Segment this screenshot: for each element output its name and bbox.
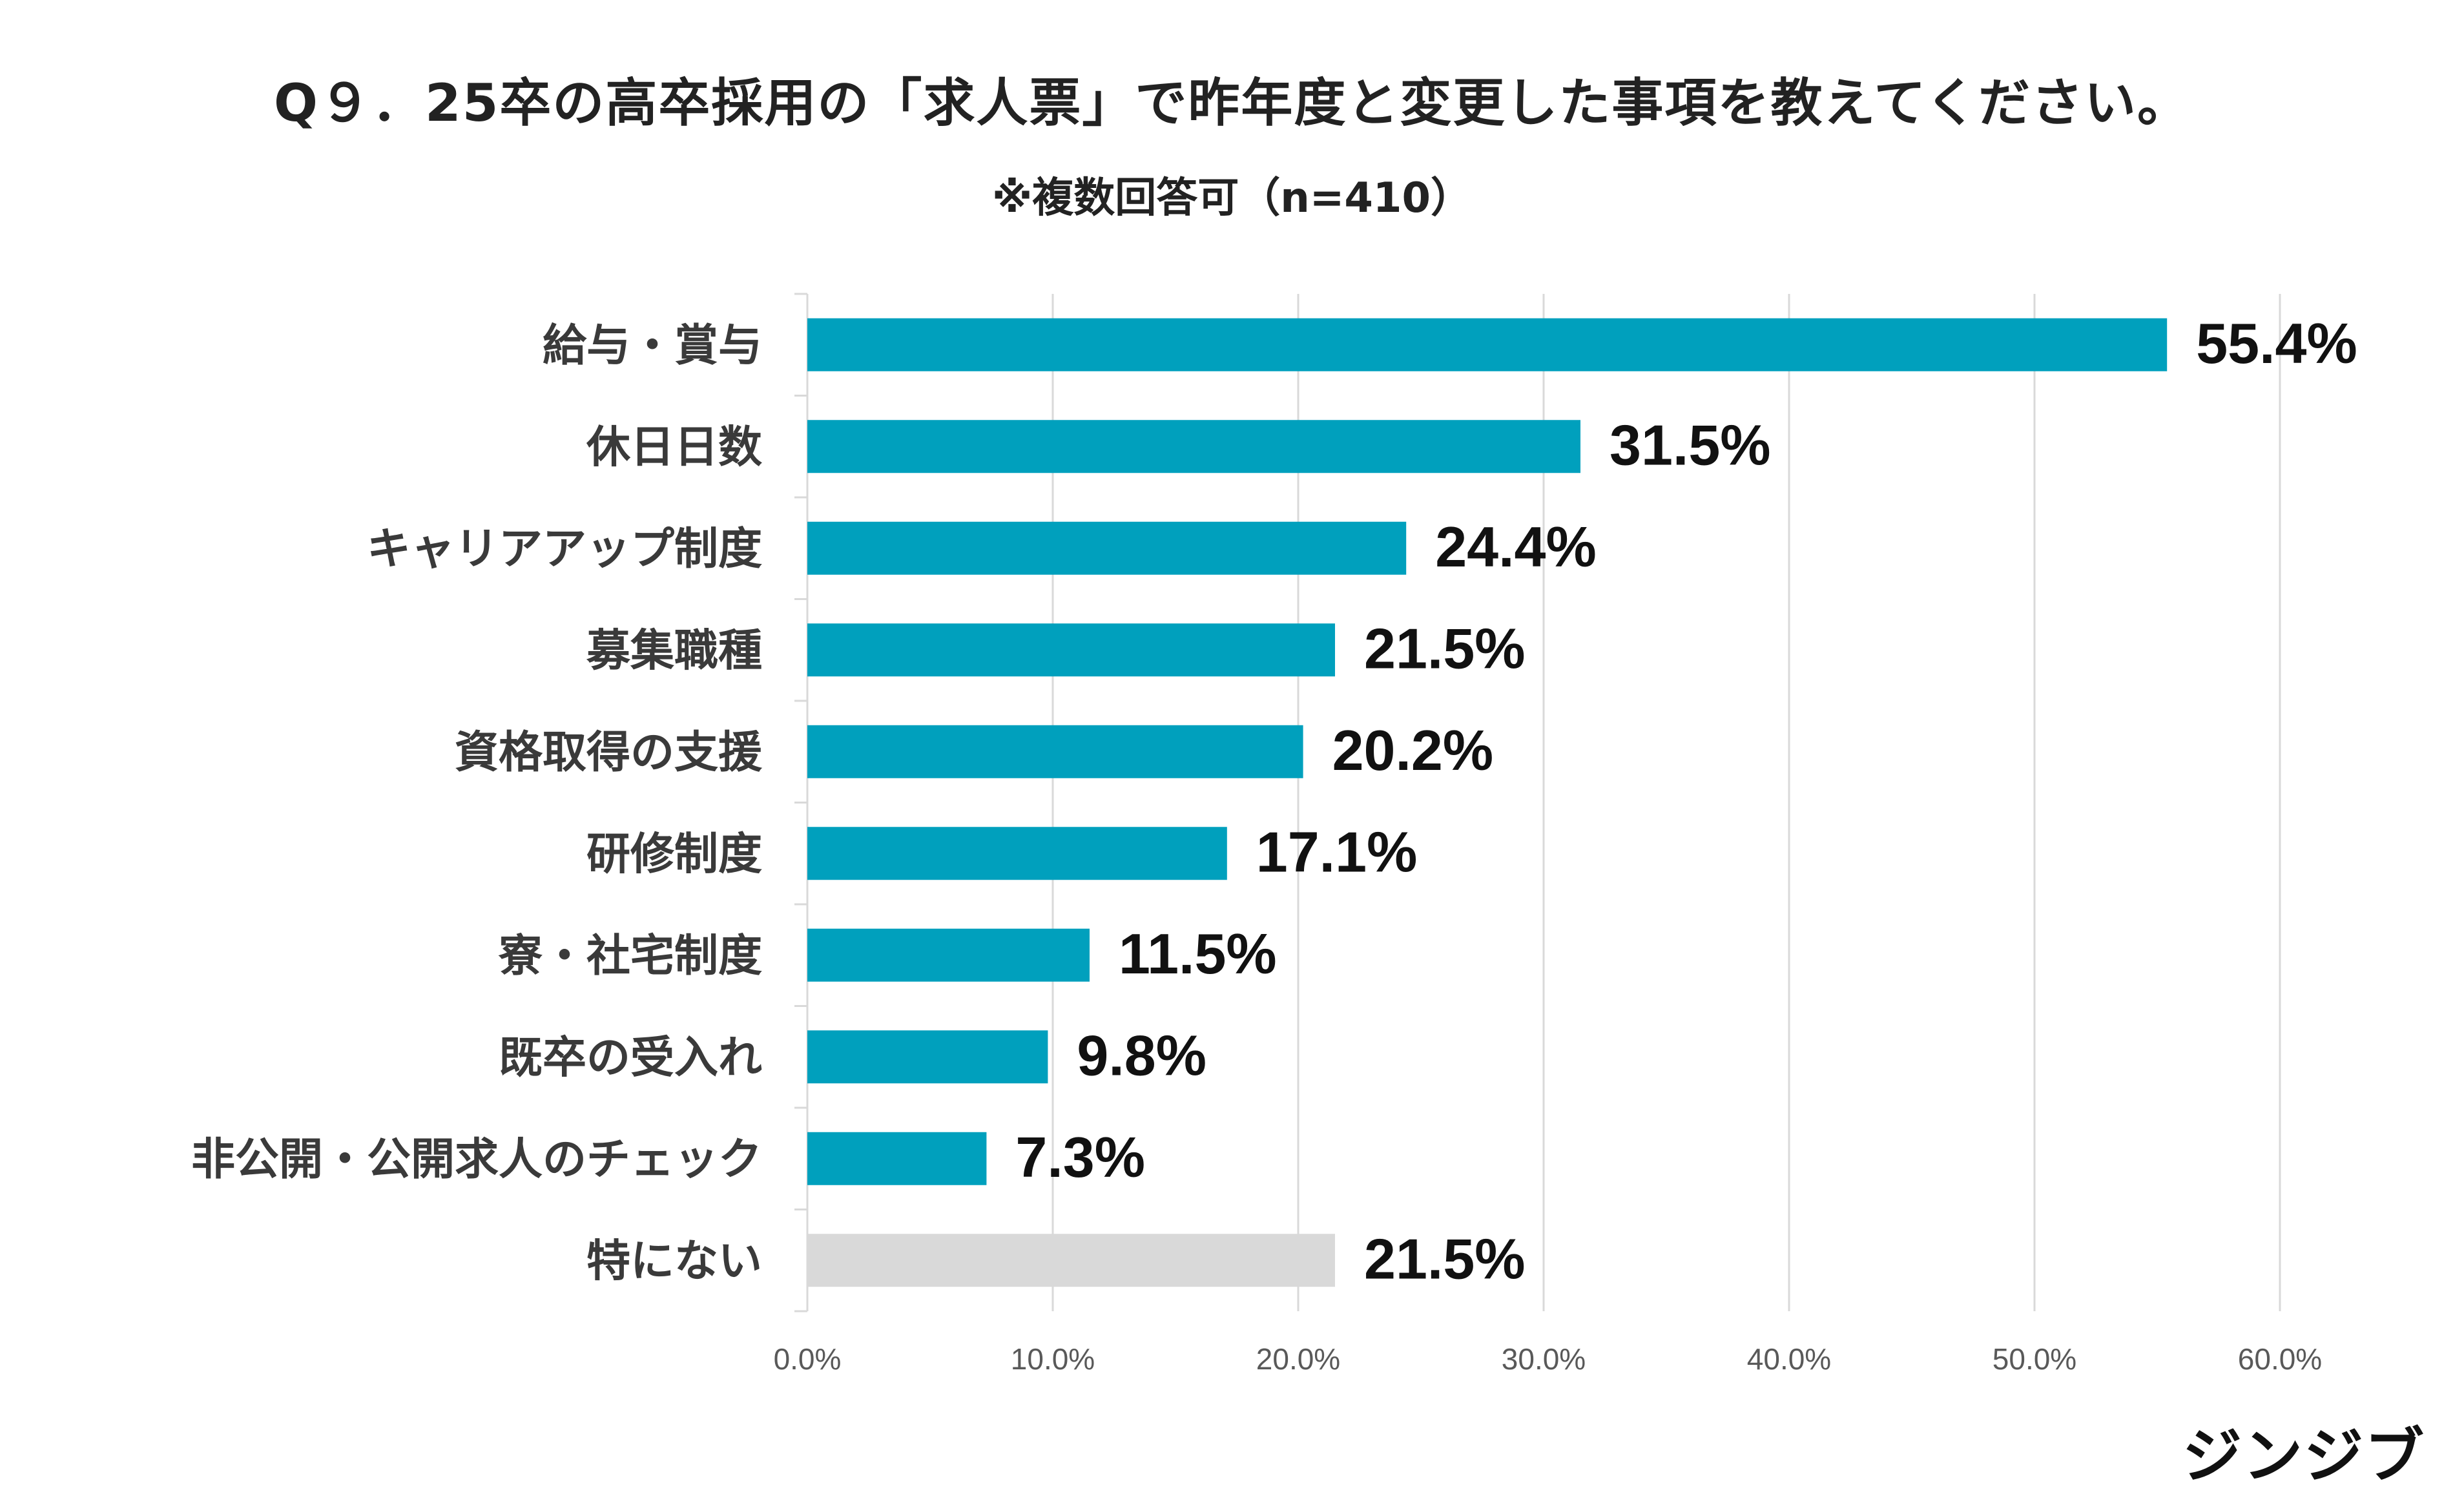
x-tick-label: 50.0%: [1993, 1342, 2076, 1376]
category-label: 研修制度: [586, 829, 762, 880]
bar: [807, 1030, 1048, 1084]
bars: [807, 318, 2168, 1287]
category-label: 給与・賞与: [543, 320, 762, 371]
category-label: 休日日数: [586, 422, 762, 473]
chart-title: Q９．25卒の高卒採用の「求人票」で昨年度と変更した事項を教えてください。: [274, 73, 2190, 133]
bar: [807, 827, 1227, 880]
bar: [807, 1234, 1335, 1287]
bar: [807, 725, 1303, 778]
category-label: 資格取得の支援: [455, 727, 763, 778]
value-label: 9.8%: [1077, 1023, 1206, 1087]
value-label: 20.2%: [1332, 718, 1494, 782]
x-tick-label: 60.0%: [2238, 1342, 2322, 1376]
value-label: 55.4%: [2196, 311, 2357, 375]
category-label: 寮・社宅制度: [498, 931, 762, 982]
bar: [807, 623, 1335, 677]
value-label: 24.4%: [1435, 515, 1597, 579]
category-label: 非公開・公開求人のチェック: [191, 1134, 762, 1185]
x-tick-label: 30.0%: [1502, 1342, 1586, 1376]
bar: [807, 1132, 987, 1185]
value-label: 31.5%: [1610, 413, 1771, 477]
bar: [807, 928, 1090, 982]
value-label: 17.1%: [1256, 820, 1418, 884]
category-label: キャリアアップ制度: [367, 524, 762, 575]
x-tick-label: 40.0%: [1747, 1342, 1831, 1376]
bar: [807, 420, 1580, 473]
x-tick-label: 0.0%: [774, 1342, 842, 1376]
category-label: 募集職種: [586, 625, 762, 676]
category-label: 特にない: [586, 1236, 762, 1287]
x-tick-label: 10.0%: [1011, 1342, 1095, 1376]
labels: 0.0% 10.0% 20.0% 30.0% 40.0% 50.0% 60.0% 給与・賞与 5…: [191, 311, 2357, 1376]
value-label: 11.5%: [1119, 922, 1277, 986]
value-label: 21.5%: [1364, 1227, 1526, 1291]
brand-logo: ジンジブ: [2182, 1422, 2425, 1491]
bar: [807, 318, 2168, 371]
x-tick-label: 20.0%: [1256, 1342, 1340, 1376]
value-label: 21.5%: [1364, 616, 1526, 680]
category-label: 既卒の受入れ: [499, 1032, 762, 1083]
chart-subtitle: ※複数回答可（n=410）: [992, 174, 1472, 222]
value-label: 7.3%: [1015, 1125, 1145, 1189]
bar: [807, 521, 1407, 575]
